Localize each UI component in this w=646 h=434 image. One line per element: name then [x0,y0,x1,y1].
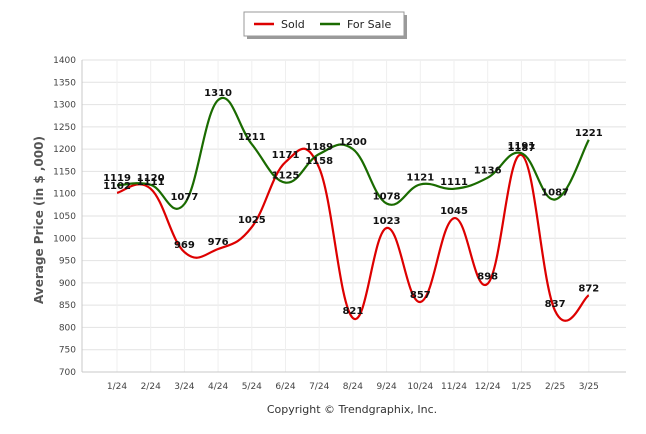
data-label-for-sale: 1077 [170,192,198,203]
y-tick-label: 950 [59,257,76,267]
x-tick-label: 11/24 [441,382,467,392]
grid [81,59,626,373]
data-label-sold: 1025 [238,215,266,226]
data-label-for-sale: 1136 [474,166,502,177]
y-tick-label: 1100 [53,190,76,200]
x-tick-label: 1/25 [511,382,531,392]
y-tick-label: 900 [59,279,76,289]
series-line-sold [116,147,590,322]
data-label-for-sale: 1221 [575,128,603,139]
x-tick-label: 7/24 [309,382,329,392]
y-tick-label: 1250 [53,123,76,133]
data-label-sold: 1102 [103,181,131,192]
x-tick-label: 2/24 [141,382,161,392]
x-tick-label: 4/24 [208,382,228,392]
y-tick-label: 1050 [53,212,76,222]
data-label-sold: 1023 [373,216,401,227]
data-label-for-sale: 1078 [373,192,401,203]
data-label-for-sale: 1119 [103,173,131,184]
data-label-for-sale: 1120 [137,173,165,184]
x-axis-ticks: 1/24 2/24 3/24 4/24 5/24 6/24 7/24 8/24 9/24 10/2… [107,382,599,392]
data-label-for-sale: 1121 [406,172,434,183]
data-label-for-sale: 1191 [507,141,535,152]
copyright-text: Copyright © Trendgraphix, Inc. [267,403,437,416]
data-label-sold: 857 [410,290,431,301]
data-label-sold: 872 [578,283,599,294]
y-tick-label: 700 [59,368,76,378]
data-label-for-sale: 1111 [440,177,468,188]
data-label-for-sale: 1200 [339,137,367,148]
data-label-for-sale: 1189 [305,142,333,153]
data-label-sold: 898 [477,272,498,283]
data-label-sold: 1045 [440,206,468,217]
y-tick-label: 1400 [53,56,76,66]
y-tick-label: 1000 [53,234,76,244]
x-tick-label: 1/24 [107,382,127,392]
y-tick-label: 850 [59,301,76,311]
y-axis-ticks: 700 750 800 850 900 950 1000 1050 1100 1150 1200 12… [53,56,76,378]
data-label-for-sale: 1310 [204,88,232,99]
data-label-sold: 976 [208,237,229,248]
y-tick-label: 1200 [53,145,76,155]
data-label-for-sale: 1125 [272,171,300,182]
x-tick-label: 3/24 [174,382,194,392]
data-label-for-sale: 1211 [238,132,266,143]
data-label-sold: 1187 [507,143,535,154]
data-label-for-sale: 1087 [541,188,569,199]
y-tick-label: 1350 [53,78,76,88]
series-lines [116,96,590,322]
legend-label-sold: Sold [281,18,305,31]
y-axis-label: Average Price (in $ ,000) [32,136,46,304]
x-tick-label: 3/25 [579,382,599,392]
y-tick-label: 1150 [53,167,76,177]
x-tick-label: 8/24 [343,382,363,392]
legend: Sold For Sale [243,11,407,39]
legend-label-for-sale: For Sale [347,18,391,31]
data-label-sold: 1171 [272,150,300,161]
x-tick-label: 2/25 [545,382,565,392]
series-line-for-sale [116,96,590,210]
data-label-sold: 1111 [137,177,165,188]
x-tick-label: 6/24 [275,382,295,392]
y-tick-label: 1300 [53,101,76,111]
data-labels: 1102 1111 969 976 1025 1171 1158 821 1023 857 1045… [103,88,603,317]
x-tick-label: 12/24 [475,382,501,392]
x-tick-label: 10/24 [407,382,433,392]
y-tick-label: 800 [59,323,76,333]
x-tick-label: 9/24 [376,382,396,392]
x-tick-label: 5/24 [242,382,262,392]
y-tick-label: 750 [59,346,76,356]
data-label-sold: 1158 [305,156,333,167]
data-label-sold: 821 [342,306,363,317]
data-label-sold: 837 [545,299,566,310]
data-label-sold: 969 [174,240,195,251]
